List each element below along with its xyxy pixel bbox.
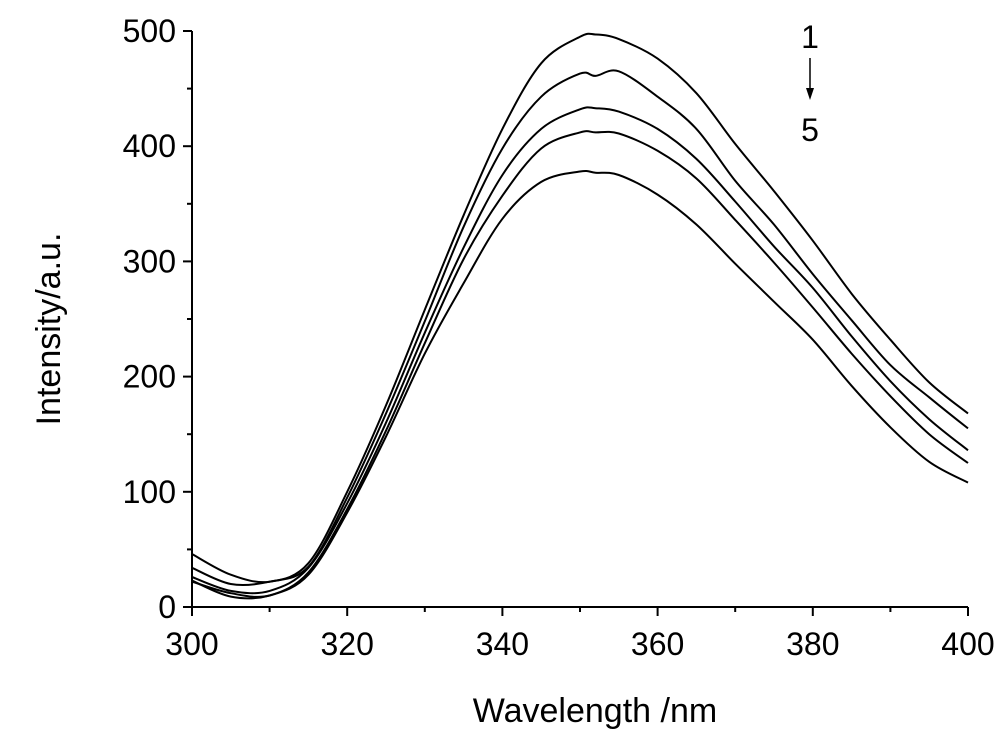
annotation-label-first: 1 (801, 19, 819, 55)
y-tick-label: 100 (123, 474, 176, 510)
series-line-1 (191, 32, 969, 584)
x-tick-label: 340 (476, 626, 529, 662)
x-tick-label: 360 (631, 626, 684, 662)
y-axis-title: Intensity/a.u. (30, 233, 68, 426)
ticks-layer: 300 320 340 360 380 400 0 100 200 300 400 500 (123, 13, 995, 662)
series-line-3 (191, 106, 969, 595)
x-tick-label: 320 (321, 626, 374, 662)
y-tick-label: 500 (123, 13, 176, 49)
y-tick-label: 200 (123, 359, 176, 395)
series-order-annotation: 1 5 (801, 19, 819, 148)
series-line-2 (191, 69, 969, 587)
x-tick-label: 400 (941, 626, 994, 662)
x-axis-title: Wavelength /nm (473, 692, 717, 730)
y-tick-label: 400 (123, 128, 176, 164)
y-tick-label: 0 (158, 589, 176, 625)
annotation-label-last: 5 (801, 112, 819, 148)
series-line-5 (191, 169, 969, 600)
series-line-4 (191, 130, 969, 598)
annotation-arrow-head (806, 88, 814, 100)
series-layer (191, 32, 969, 600)
x-tick-label: 300 (165, 626, 218, 662)
y-tick-label: 300 (123, 243, 176, 279)
x-tick-label: 380 (786, 626, 839, 662)
